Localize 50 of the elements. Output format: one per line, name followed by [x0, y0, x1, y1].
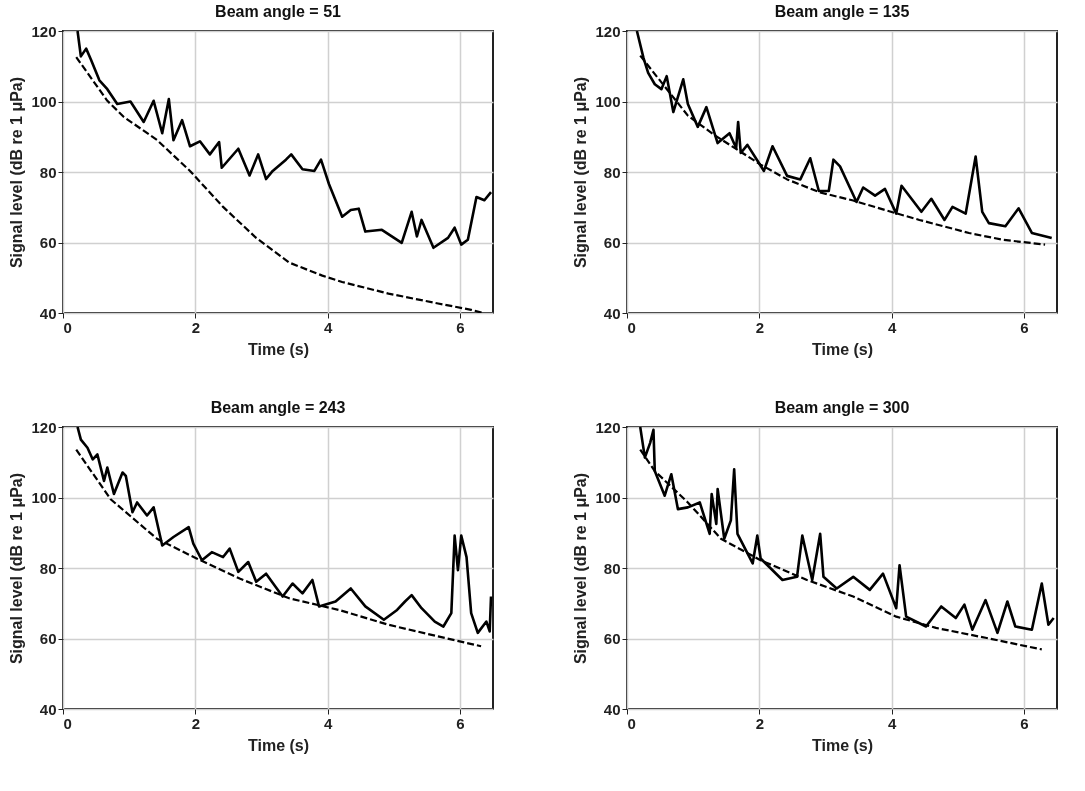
x-tick-label: 0: [63, 714, 72, 732]
y-tick-label: 80: [39, 559, 57, 577]
y-tick-label: 40: [603, 304, 621, 322]
y-axis-title: Signal level (dB re 1 μPa): [8, 76, 26, 269]
x-tick-label: 4: [887, 714, 897, 732]
x-tick-label: 0: [627, 318, 636, 336]
x-tick-label: 0: [63, 318, 72, 336]
chart-title: Beam angle = 243: [210, 399, 346, 416]
y-tick-label: 120: [31, 418, 57, 436]
x-tick-label: 4: [323, 714, 333, 732]
line-series: [75, 55, 485, 313]
y-axis-title: Signal level (dB re 1 μPa): [572, 472, 590, 665]
x-axis-title: Time (s): [811, 736, 874, 754]
x-tick-label: 2: [191, 714, 200, 732]
x-tick-label: 6: [1020, 318, 1029, 336]
y-tick-label: 80: [39, 163, 57, 181]
x-axis-title: Time (s): [811, 340, 874, 358]
x-tick-label: 4: [887, 318, 897, 336]
x-tick-label: 2: [755, 714, 764, 732]
chart-title: Beam angle = 300: [774, 399, 910, 416]
y-tick-label: 60: [603, 630, 621, 647]
y-tick-label: 80: [603, 163, 621, 181]
y-tick-label: 120: [595, 22, 621, 40]
y-tick-label: 60: [603, 234, 621, 251]
x-axis-title: Time (s): [247, 340, 310, 358]
y-axis-title: Signal level (dB re 1 μPa): [572, 76, 590, 269]
y-tick-label: 100: [31, 93, 57, 110]
y-tick-label: 40: [39, 700, 57, 718]
y-tick-label: 120: [595, 418, 621, 436]
x-tick-label: 6: [1020, 714, 1029, 732]
y-tick-label: 40: [603, 700, 621, 718]
x-tick-label: 2: [191, 318, 200, 336]
line-series: [76, 31, 493, 250]
y-tick-label: 80: [603, 559, 621, 577]
y-axis-title: Signal level (dB re 1 μPa): [8, 472, 26, 665]
x-tick-label: 2: [755, 318, 764, 336]
y-tick-label: 100: [595, 489, 621, 506]
y-tick-label: 100: [31, 489, 57, 506]
y-tick-label: 120: [31, 22, 57, 40]
x-tick-label: 6: [456, 318, 465, 336]
chart-title: Beam angle = 51: [215, 3, 342, 20]
x-axis-title: Time (s): [247, 736, 310, 754]
x-tick-label: 4: [323, 318, 333, 336]
y-tick-label: 40: [39, 304, 57, 322]
x-tick-label: 6: [456, 714, 465, 732]
y-tick-label: 60: [39, 234, 57, 251]
x-tick-label: 0: [627, 714, 636, 732]
y-tick-label: 60: [39, 630, 57, 647]
y-tick-label: 100: [595, 93, 621, 110]
chart-title: Beam angle = 135: [774, 3, 910, 20]
